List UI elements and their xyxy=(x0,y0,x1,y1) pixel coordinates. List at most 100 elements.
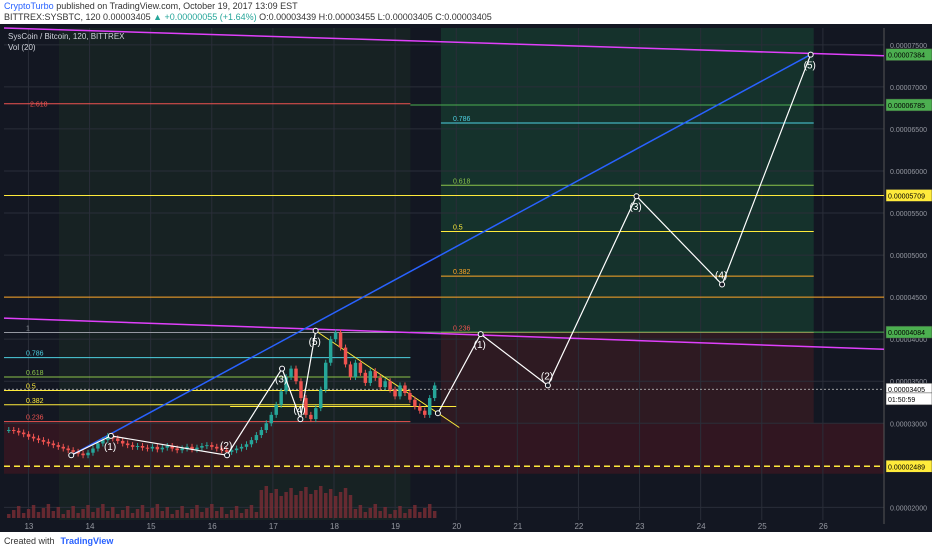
candle-body xyxy=(309,414,313,420)
volume-bar xyxy=(398,506,402,518)
candle-body xyxy=(190,446,194,450)
volume-bar xyxy=(175,510,179,518)
volume-bar xyxy=(210,504,214,518)
wave-point xyxy=(477,331,484,338)
wave-projection-label: (1) xyxy=(474,340,486,351)
candle-body xyxy=(323,362,328,390)
y-tick-label: 0.00003000 xyxy=(890,421,927,428)
volume-bar xyxy=(304,487,308,518)
volume-label: Vol (20) xyxy=(8,43,36,52)
volume-bar xyxy=(353,509,358,518)
wave-point xyxy=(68,452,75,459)
price-badge-label: 01:50:59 xyxy=(888,397,915,404)
y-tick-label: 0.00007000 xyxy=(890,85,927,92)
volume-bar xyxy=(264,486,269,518)
candle-body xyxy=(200,445,204,448)
volume-bar xyxy=(269,493,273,518)
candle-body xyxy=(254,435,259,441)
wave-point xyxy=(807,51,814,58)
volume-bar xyxy=(160,511,165,518)
volume-bar xyxy=(259,490,264,518)
volume-bar xyxy=(319,486,323,518)
volume-bar xyxy=(145,512,150,518)
volume-bar xyxy=(31,505,36,518)
x-tick-label: 18 xyxy=(330,522,339,531)
candle-body xyxy=(378,377,382,388)
volume-bar xyxy=(140,505,145,518)
candle-body xyxy=(170,445,174,449)
chart-title: SysCoin / Bitcoin, 120, BITTREX xyxy=(8,32,125,41)
volume-bar xyxy=(408,509,412,518)
candle-body xyxy=(120,440,125,444)
candle-body xyxy=(165,445,169,448)
volume-bar xyxy=(363,512,368,518)
author-name[interactable]: CryptoTurbo xyxy=(4,1,54,11)
wave-point xyxy=(297,416,304,423)
wave-projection-label: (5) xyxy=(804,61,816,72)
x-tick-label: 17 xyxy=(269,522,278,531)
candle-body xyxy=(66,448,70,451)
volume-bar xyxy=(274,489,278,518)
volume-bar xyxy=(358,505,363,518)
price-chart[interactable]: 0.00007500 0.00007000 0.00006500 0.00006000… xyxy=(0,24,932,532)
candle-body xyxy=(21,432,26,435)
candle-body xyxy=(274,404,278,415)
volume-bar xyxy=(418,512,422,518)
candle-body xyxy=(314,408,318,420)
candle-body xyxy=(150,446,155,449)
candle-body xyxy=(46,441,51,444)
candle-body xyxy=(432,385,437,399)
volume-bar xyxy=(229,510,234,518)
volume-bar xyxy=(125,506,130,518)
volume-bar xyxy=(432,511,437,518)
volume-bar xyxy=(61,514,65,518)
fib-label-large: 0.236 xyxy=(453,325,471,332)
price-badge xyxy=(885,325,932,339)
volume-bar xyxy=(368,508,373,518)
candle-body xyxy=(31,436,36,439)
y-tick-label: 0.00003500 xyxy=(890,379,927,386)
candle-body xyxy=(145,447,150,449)
chart-header: CryptoTurbo published on TradingView.com… xyxy=(0,0,932,24)
candle-body xyxy=(398,385,402,397)
volume-bar xyxy=(373,504,377,518)
candle-body xyxy=(229,450,234,452)
candle-body xyxy=(135,445,140,447)
volume-bar xyxy=(195,505,199,518)
wave-history-label: (2) xyxy=(220,441,232,452)
candle-body xyxy=(383,381,387,388)
volume-bar xyxy=(150,508,155,518)
y-tick-label: 0.00004000 xyxy=(890,337,927,344)
candle-body xyxy=(244,444,249,447)
candle-body xyxy=(116,438,120,441)
price-badge-label: 0.00004084 xyxy=(888,330,925,337)
volume-bar xyxy=(333,496,338,518)
y-tick-label: 0.00002000 xyxy=(890,505,927,512)
lower-trendline xyxy=(3,317,885,351)
x-tick-label: 21 xyxy=(513,522,522,531)
wave-projection-label: (3) xyxy=(630,202,642,213)
volume-bar xyxy=(120,510,125,518)
candle-body xyxy=(333,332,338,340)
candle-body xyxy=(294,368,298,382)
volume-bar xyxy=(81,509,85,518)
fib-label-small: 0.382 xyxy=(26,398,44,405)
candle-body xyxy=(81,453,85,456)
wave-point xyxy=(107,432,114,439)
volume-bar xyxy=(348,495,353,518)
candle-body xyxy=(91,448,95,453)
candle-body xyxy=(368,371,373,383)
volume-bar xyxy=(388,514,392,518)
price-badge xyxy=(885,98,932,112)
tradingview-logo-text[interactable]: TradingView xyxy=(60,536,114,546)
candle-body xyxy=(224,450,229,452)
price-badge-label: 0.00002489 xyxy=(888,464,925,471)
candle-body xyxy=(56,445,61,447)
candle-body xyxy=(180,448,184,451)
price-badge xyxy=(885,392,932,406)
projection-zone-upper xyxy=(440,28,814,333)
fib-label-large: 0.5 xyxy=(453,225,463,232)
candle-body xyxy=(125,443,130,446)
candle-body xyxy=(155,446,160,450)
candle-body xyxy=(353,362,358,378)
